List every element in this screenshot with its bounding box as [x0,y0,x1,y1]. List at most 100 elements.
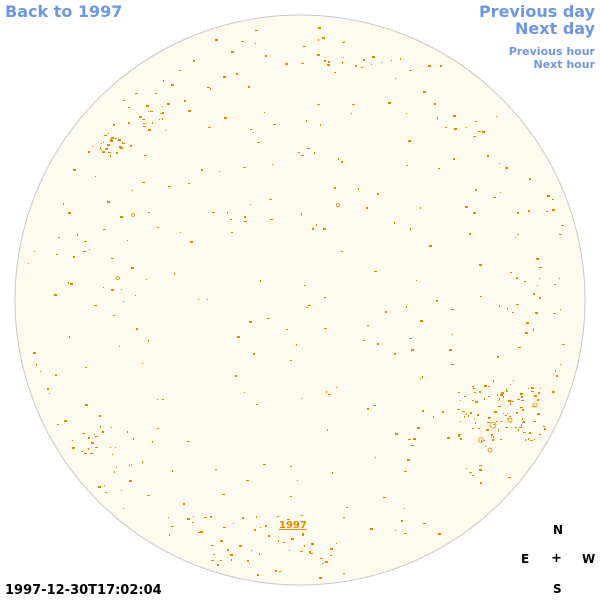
feature-speck [406,113,407,114]
feature-speck [507,418,509,419]
feature-speck [148,129,151,131]
feature-speck [451,309,454,310]
feature-speck [152,122,153,124]
feature-speck [391,60,392,61]
next-day-link[interactable]: Next day [515,19,595,38]
feature-speck [304,545,305,547]
feature-speck [268,535,270,537]
feature-speck [146,279,147,280]
feature-speck [536,258,539,260]
feature-speck [494,411,497,413]
feature-speck [525,332,528,334]
feature-speck [503,396,504,398]
feature-speck [83,251,86,252]
feature-speck [481,440,482,442]
feature-speck [301,155,304,156]
feature-speck [57,424,59,425]
feature-speck [122,143,125,144]
feature-speck [530,440,533,441]
feature-speck [311,543,314,545]
feature-speck [269,199,272,200]
feature-speck [260,280,261,282]
year-label-link[interactable]: 1997 [279,520,307,531]
feature-speck [343,57,344,58]
feature-speck [162,112,164,114]
feature-speck [479,391,481,393]
previous-day-link[interactable]: Previous day [478,2,595,21]
feature-speck [500,394,503,396]
feature-speck [423,91,426,93]
feature-speck [111,289,114,291]
feature-speck [253,132,254,133]
feature-speck [72,447,75,449]
feature-speck [301,515,303,516]
feature-speck [171,526,174,527]
feature-speck [513,380,514,381]
next-hour-link[interactable]: Next hour [533,58,596,71]
feature-speck [442,411,444,413]
feature-speck [184,100,186,102]
solar-disk [14,14,586,586]
feature-speck [338,158,339,160]
feature-speck [336,387,337,388]
feature-speck [351,113,352,114]
feature-speck [395,78,396,79]
feature-speck [143,123,145,124]
feature-speck [395,530,396,531]
feature-speck [94,434,95,435]
feature-speck [480,296,482,297]
feature-speck [559,234,562,235]
back-to-year-link[interactable]: Back to 1997 [5,2,123,21]
feature-speck [270,219,273,220]
feature-speck [204,517,207,518]
feature-speck [49,393,50,394]
feature-speck [475,121,477,122]
feature-speck [544,428,546,430]
feature-speck [95,176,96,177]
feature-speck [524,281,526,282]
feature-speck [139,116,142,118]
feature-speck [157,227,159,228]
feature-speck [325,561,328,563]
feature-speck [404,471,407,472]
previous-hour-link[interactable]: Previous hour [508,45,595,58]
feature-speck [263,464,266,465]
feature-speck [529,432,531,434]
feature-speck [521,396,523,398]
feature-speck [290,496,292,497]
feature-speck [488,396,490,397]
feature-speck [449,349,452,351]
feature-speck [404,508,405,509]
feature-speck [210,88,211,90]
feature-speck [155,93,157,94]
feature-speck [68,282,69,284]
feature-speck [422,410,424,412]
feature-speck [445,127,447,128]
feature-speck [247,560,249,562]
feature-speck [531,391,534,392]
feature-speck [533,293,535,295]
feature-speck [487,155,489,157]
feature-speck [501,421,503,422]
feature-speck [474,418,475,419]
feature-speck [302,534,304,536]
feature-speck [375,457,376,458]
feature-speck [123,301,124,302]
feature-speck [165,130,166,131]
feature-speck [135,93,138,94]
feature-speck [198,299,199,300]
feature-speck [346,507,348,508]
feature-speck [148,340,149,342]
feature-speck [84,241,87,242]
feature-speck [128,107,130,108]
feature-speck [303,46,306,47]
feature-speck [409,338,412,339]
feature-speck [493,380,494,382]
feature-speck [473,386,474,388]
feature-speck [460,421,461,422]
feature-speck [119,346,120,347]
feature-speck [249,321,252,323]
feature-speck [473,388,475,389]
feature-speck [533,421,536,422]
